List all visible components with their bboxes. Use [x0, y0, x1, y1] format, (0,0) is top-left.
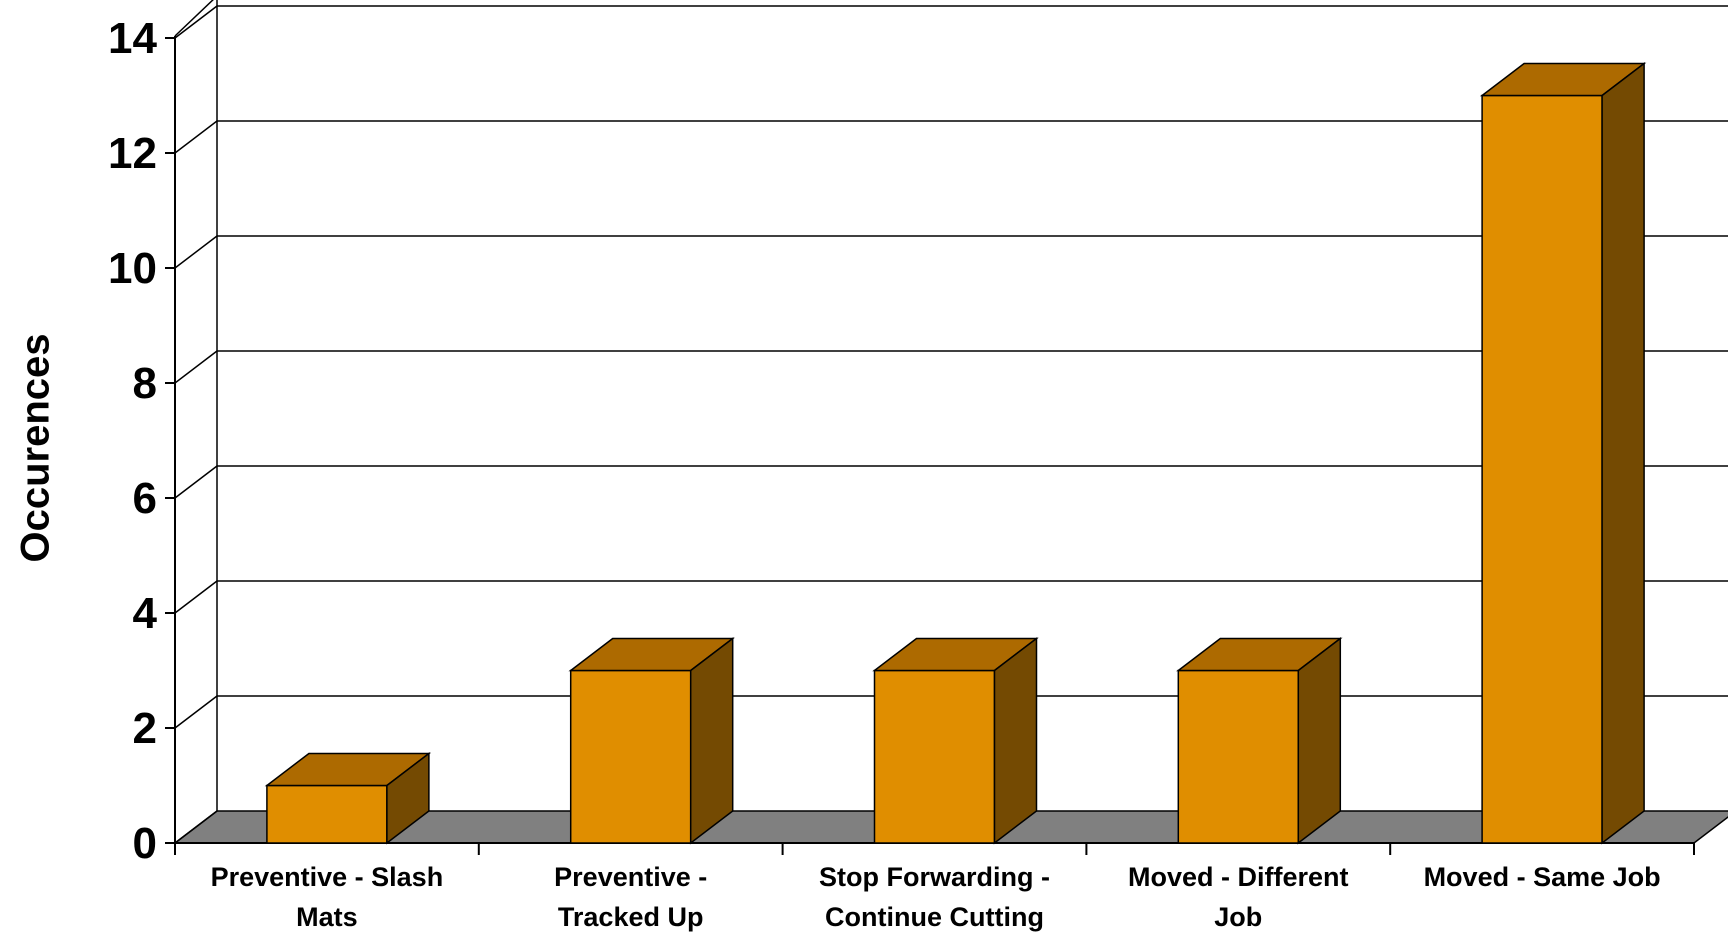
y-axis-title: Occurences: [14, 333, 58, 562]
x-category-label: Preventive - Slash: [211, 862, 444, 892]
wall-gridline: [174, 810, 218, 844]
bar: [1479, 61, 1647, 845]
bar: [1176, 636, 1343, 845]
y-tick-label: 4: [133, 589, 158, 638]
bar: [872, 636, 1039, 845]
gridlines: [174, 5, 1728, 844]
y-tick-label: 12: [108, 129, 157, 178]
wall-gridline: [174, 5, 218, 39]
x-category-label: Continue Cutting: [825, 902, 1044, 932]
y-tick-label: 8: [133, 359, 157, 408]
x-category-label: Job: [1214, 902, 1262, 932]
bar-front: [1481, 94, 1603, 844]
x-category-label: Moved - Same Job: [1424, 862, 1661, 892]
bar-side: [386, 751, 430, 845]
wall-gridline: [174, 120, 218, 154]
x-category-label: Mats: [296, 902, 358, 932]
y-tick-label: 2: [133, 704, 157, 753]
y-tick-label: 10: [108, 244, 157, 293]
wall-gridline: [174, 465, 218, 499]
bar-side: [1297, 636, 1342, 845]
labels: 0 2 4 6 8 10 12 14 Preventive - Slash Mats Prevent…: [108, 14, 1661, 932]
wall-gridline: [174, 235, 218, 269]
x-category-label: Stop Forwarding -: [819, 862, 1050, 892]
x-category-label: Preventive -: [554, 862, 707, 892]
y-tick-label: 6: [133, 474, 157, 523]
bar-front: [873, 669, 996, 844]
wall-gridline: [174, 350, 218, 384]
bar-side: [993, 636, 1038, 845]
x-category-label: Tracked Up: [558, 902, 704, 932]
y-tick-label: 0: [133, 819, 157, 868]
bar: [264, 751, 432, 845]
wall-gridline: [174, 580, 218, 614]
bar-front: [1177, 669, 1300, 844]
wall-top-diagonal: [174, 0, 214, 37]
bar-front: [266, 784, 388, 844]
wall-gridline: [174, 695, 218, 729]
bar: [568, 636, 735, 845]
bar-side: [1601, 61, 1645, 845]
y-tick-label: 14: [108, 14, 157, 63]
x-category-label: Moved - Different: [1128, 862, 1349, 892]
bar-front: [569, 669, 692, 844]
bars: [264, 61, 1647, 845]
bar-side: [689, 636, 734, 845]
